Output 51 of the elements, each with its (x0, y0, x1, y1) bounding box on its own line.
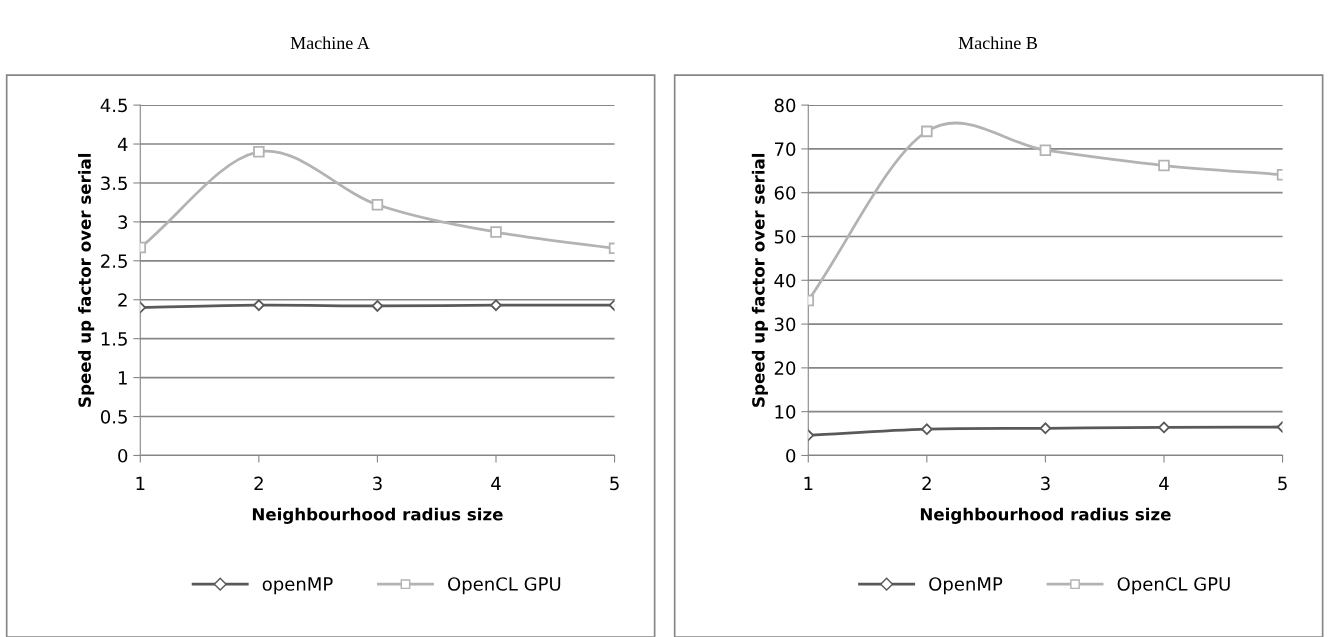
legend-label: OpenMP (929, 577, 1003, 595)
y-tick-label: 3.5 (101, 176, 127, 191)
y-tick-label: 20 (774, 361, 796, 375)
y-tick-label: 60 (774, 186, 796, 200)
point (371, 300, 384, 312)
legend-label: OpenCL GPU (1117, 577, 1230, 595)
point (253, 146, 265, 158)
y-tick-label: 10 (775, 405, 796, 419)
x-tick-label: 3 (1041, 476, 1050, 491)
x-tick-label: 3 (373, 476, 382, 491)
y-tick-label: 0 (786, 448, 796, 463)
point (921, 125, 933, 138)
x-tick-label: 5 (610, 476, 619, 491)
y-axis-title: Speed up factor over serial (78, 153, 95, 407)
chart-title: Machine A (290, 36, 370, 50)
y-tick-label: 1.5 (101, 332, 127, 346)
y-tick-label: 40 (774, 273, 796, 288)
y-tick-label: 50 (774, 229, 796, 244)
y-tick-label: 4 (117, 137, 128, 151)
x-axis-title: Neighbourhood radius size (252, 507, 503, 524)
y-tick-label: 30 (774, 317, 796, 332)
point (921, 423, 933, 435)
x-tick-label: 1 (804, 476, 813, 491)
y-axis-title: Speed up factor over serial (751, 153, 768, 407)
point (1039, 422, 1052, 435)
point (371, 198, 384, 211)
y-tick-label: 1 (118, 371, 127, 385)
x-tick-label: 2 (254, 476, 263, 491)
x-tick-label: 4 (491, 476, 501, 491)
chart-title: Machine B (958, 36, 1037, 50)
x-tick-label: 2 (922, 476, 931, 491)
point (253, 299, 265, 312)
y-tick-label: 0 (118, 448, 128, 463)
y-tick-label: 70 (774, 142, 796, 157)
point (1039, 144, 1052, 156)
x-tick-label: 5 (1278, 476, 1287, 491)
point (490, 299, 502, 312)
y-tick-label: 3 (118, 215, 128, 229)
y-tick-label: 4.5 (100, 98, 127, 113)
x-tick-label: 4 (1159, 476, 1169, 491)
legend-label: openMP (262, 577, 333, 595)
y-tick-label: 2 (118, 293, 127, 307)
y-tick-label: 80 (774, 98, 796, 113)
point (490, 226, 502, 238)
x-tick-label: 1 (136, 476, 145, 491)
x-axis-title: Neighbourhood radius size (920, 507, 1171, 524)
y-tick-label: 2.5 (101, 254, 127, 268)
legend-label: OpenCL GPU (448, 577, 561, 595)
point (1158, 159, 1170, 172)
point (1158, 421, 1170, 434)
y-tick-label: 0.5 (100, 409, 127, 424)
